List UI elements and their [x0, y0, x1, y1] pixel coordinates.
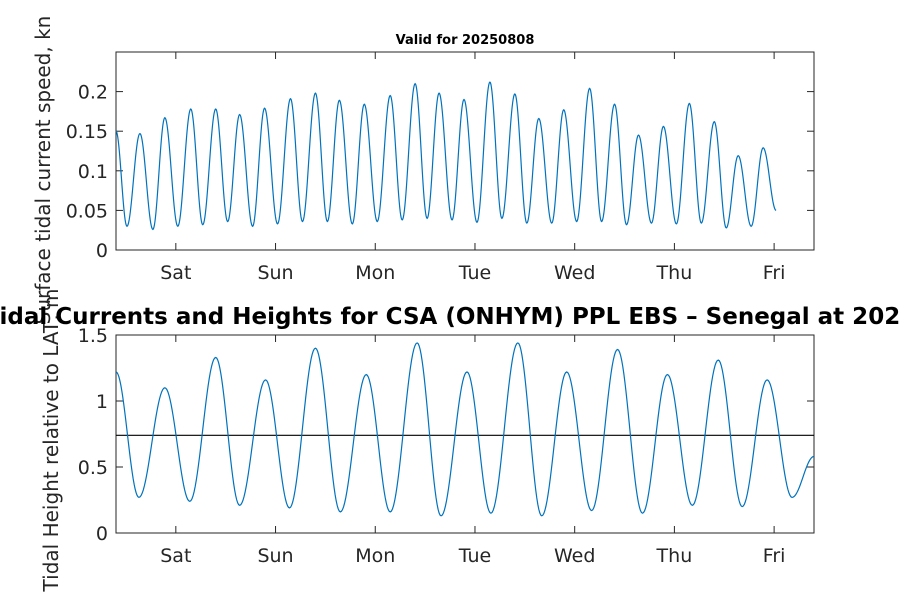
tidal-height-xticks: Sat Sun Mon Tue Wed Thu Fri — [160, 335, 785, 567]
ytick-label: 0.2 — [78, 82, 108, 104]
current-speed-title: Valid for 20250808 — [396, 33, 535, 48]
current-speed-line — [115, 81, 777, 231]
ytick-label: 1 — [96, 391, 108, 413]
tidal-height-ylabel: Tidal Height relative to LAT, m — [39, 289, 63, 593]
tidal-height-plot: 0 0.5 1 1.5 Sat Sun Mon Tue Wed Thu Fri Tidal Hei… — [39, 289, 815, 593]
xtick-label: Fri — [763, 545, 786, 567]
current-speed-yticks: 0 0.05 0.1 0.15 0.2 — [66, 82, 814, 262]
xtick-label: Mon — [355, 262, 395, 284]
xtick-label: Sun — [257, 262, 293, 284]
xtick-label: Thu — [656, 545, 693, 567]
xtick-label: Mon — [355, 545, 395, 567]
ytick-label: 0 — [96, 240, 108, 262]
current-speed-plot: 0 0.05 0.1 0.15 0.2 Sat Sun Mon Tue Wed Thu Fri Va… — [31, 16, 815, 325]
current-speed-axes — [115, 51, 815, 251]
ytick-label: 0.15 — [66, 121, 108, 143]
xtick-label: Sat — [160, 545, 191, 567]
current-speed-xticks: Sat Sun Mon Tue Wed Thu Fri — [160, 52, 785, 284]
xtick-label: Tue — [458, 545, 491, 567]
xtick-label: Wed — [554, 262, 595, 284]
ytick-label: 0.05 — [66, 200, 108, 222]
current-speed-ylabel: Surface tidal current speed, kn — [31, 16, 55, 325]
xtick-label: Sat — [160, 262, 191, 284]
ytick-label: 0.5 — [78, 457, 108, 479]
ytick-label: 0 — [96, 523, 108, 545]
xtick-label: Fri — [763, 262, 786, 284]
xtick-label: Tue — [458, 262, 491, 284]
ytick-label: 1.5 — [78, 325, 108, 347]
tidal-height-line — [115, 342, 815, 517]
xtick-label: Thu — [656, 262, 693, 284]
figure-title: Tidal Currents and Heights for CSA (ONHY… — [0, 304, 900, 330]
tidal-height-yticks: 0 0.5 1 1.5 — [78, 325, 814, 545]
xtick-label: Sun — [257, 545, 293, 567]
xtick-label: Wed — [554, 545, 595, 567]
tidal-height-axes — [115, 334, 815, 534]
ytick-label: 0.1 — [78, 161, 108, 183]
